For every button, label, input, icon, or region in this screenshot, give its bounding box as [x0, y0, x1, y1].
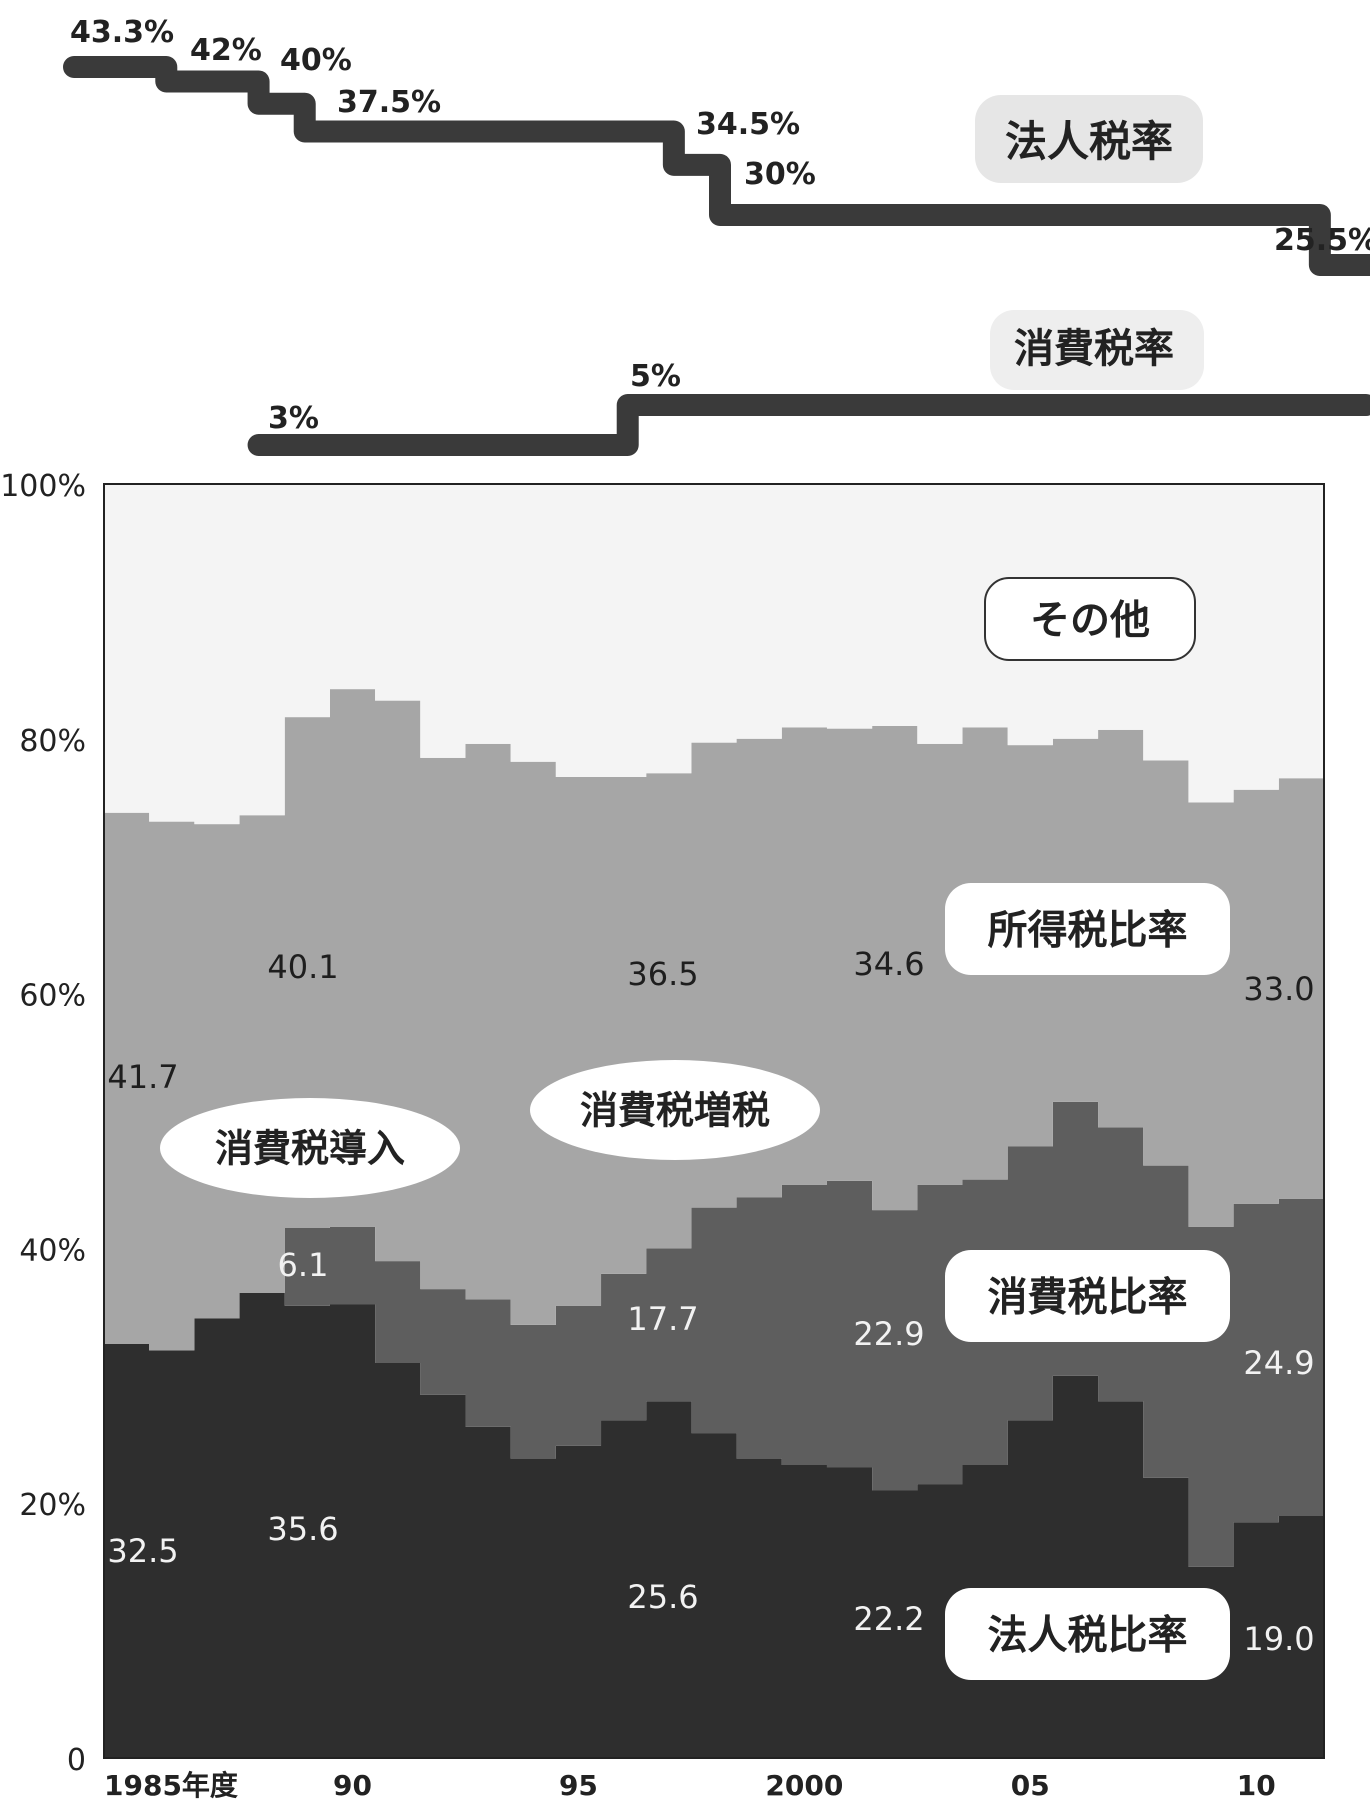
x-tick-label: 2000: [765, 1769, 843, 1802]
x-tick-label: 1985年度: [104, 1769, 238, 1802]
data-label: 33.0: [1243, 970, 1314, 1008]
data-label: 19.0: [1243, 1620, 1314, 1658]
y-tick-label: 0: [67, 1743, 86, 1778]
corporate-rate-label: 30%: [744, 157, 816, 192]
corporate-tax-rate-title: 法人税率: [1005, 117, 1173, 166]
data-label: 34.6: [853, 945, 924, 983]
corporate-rate-label: 34.5%: [696, 107, 800, 142]
y-tick-label: 40%: [19, 1233, 86, 1268]
y-tick-label: 100%: [0, 469, 86, 504]
series-label-corporate-tax: 法人税比率: [988, 1612, 1188, 1658]
area-band-3: [104, 484, 1324, 825]
corporate-rate-label: 42%: [190, 33, 262, 68]
annotation-consumption-tax-intro-bg: [160, 1098, 460, 1198]
y-tick-label: 80%: [19, 724, 86, 759]
y-tick-label: 60%: [19, 979, 86, 1014]
corporate-tax-rate-title-bg: [975, 95, 1203, 183]
corporate-rate-label: 40%: [280, 43, 352, 78]
axis-ticks: 0 20% 40% 60% 80% 100% 1985年度 90 95 2000 05 10: [0, 469, 1275, 1802]
series-label-consumption-tax-bg: [945, 1250, 1230, 1342]
series-label-corporate-tax-bg: [945, 1588, 1230, 1680]
tax-rate-steps: 43.3% 42% 40% 37.5% 34.5% 30% 25.5% 3% 5% 法人税率消費税…: [63, 15, 1370, 456]
series-label-consumption-tax: 消費税比率: [988, 1274, 1188, 1320]
data-label: 32.5: [107, 1532, 178, 1570]
plot-frame: [103, 483, 1325, 1759]
x-tick-label: 05: [1011, 1769, 1050, 1802]
data-label: 40.1: [267, 948, 338, 986]
x-tick-label: 95: [559, 1769, 598, 1802]
series-label-income-tax-bg: [945, 883, 1230, 975]
consumption-rate-label: 5%: [630, 359, 681, 394]
annotation-consumption-tax-hike-bg: [530, 1060, 820, 1160]
consumption-rate-label: 3%: [268, 401, 319, 436]
series-label-other-bg: [984, 577, 1196, 661]
data-label: 22.9: [853, 1315, 924, 1353]
data-label: 25.6: [627, 1578, 698, 1616]
plot-frame-rect: [103, 483, 1325, 1759]
data-label: 35.6: [267, 1510, 338, 1548]
series-label-income-tax: 所得税比率: [988, 907, 1188, 953]
data-label: 6.1: [278, 1246, 329, 1284]
corporate-tax-rate-line: [63, 56, 1370, 276]
y-tick-label: 20%: [19, 1488, 86, 1523]
data-label: 22.2: [853, 1600, 924, 1638]
data-label: 36.5: [627, 955, 698, 993]
consumption-tax-rate-line: [247, 394, 1370, 456]
x-tick-label: 90: [333, 1769, 372, 1802]
x-tick-label: 10: [1237, 1769, 1276, 1802]
series-label-other: その他: [1030, 597, 1150, 643]
consumption-tax-rate-title: 消費税率: [1014, 326, 1174, 372]
consumption-tax-rate-title-bg: [990, 310, 1204, 390]
data-labels: 32.5 35.6 25.6 22.2 19.0 6.1 17.7 22.9 24.9 41.7 4…: [107, 945, 1314, 1658]
corporate-rate-label: 37.5%: [337, 85, 441, 120]
annotation-consumption-tax-intro: 消費税導入: [215, 1127, 405, 1171]
annotation-consumption-tax-hike: 消費税増税: [580, 1089, 770, 1133]
data-label: 17.7: [627, 1300, 698, 1338]
data-label: 24.9: [1243, 1344, 1314, 1382]
area-band-1: [104, 1101, 1324, 1567]
corporate-rate-label: 25.5%: [1274, 223, 1370, 258]
corporate-rate-label: 43.3%: [70, 15, 174, 50]
data-label: 41.7: [107, 1058, 178, 1096]
